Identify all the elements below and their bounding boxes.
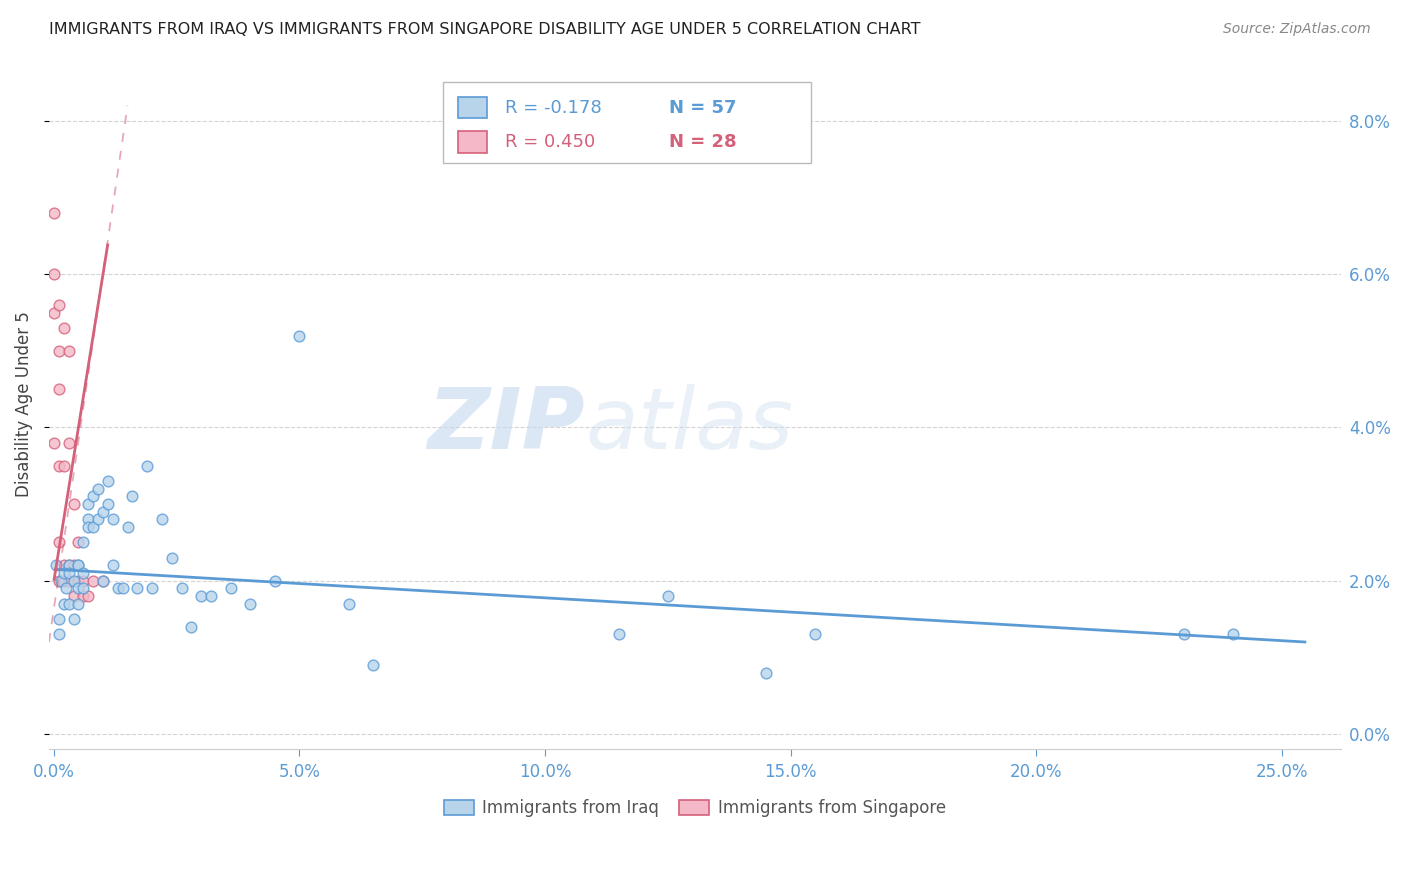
Point (219, 582, 242, 596)
Point (87, 512, 110, 526)
Point (111, 582, 134, 596)
Point (91, 505, 114, 519)
Point (82, 490, 104, 504)
Point (1173, 627, 1195, 641)
Text: atlas: atlas (585, 384, 793, 467)
Point (97, 497, 120, 511)
Point (62, 497, 84, 511)
Point (67, 558, 90, 573)
Point (101, 558, 124, 573)
Text: IMMIGRANTS FROM IRAQ VS IMMIGRANTS FROM SINGAPORE DISABILITY AGE UNDER 5 CORRELA: IMMIGRANTS FROM IRAQ VS IMMIGRANTS FROM … (49, 22, 921, 37)
Point (42, 435, 65, 450)
Text: R = -0.178: R = -0.178 (505, 99, 602, 117)
Point (264, 574, 287, 588)
Point (82, 520, 104, 534)
Point (48, 382, 70, 396)
Point (1222, 627, 1244, 641)
Point (52, 574, 75, 588)
Point (136, 458, 159, 473)
Point (180, 620, 202, 634)
Point (190, 589, 212, 603)
FancyBboxPatch shape (443, 82, 811, 163)
Point (82, 574, 104, 588)
Point (52, 558, 75, 573)
Point (97, 474, 120, 488)
Text: N = 28: N = 28 (669, 134, 737, 152)
FancyBboxPatch shape (458, 131, 486, 153)
Point (67, 582, 90, 596)
Point (58, 435, 80, 450)
Point (48, 298, 70, 312)
Point (607, 627, 630, 641)
Point (42, 206, 65, 220)
Point (101, 512, 124, 526)
Point (755, 665, 778, 680)
Point (239, 597, 262, 611)
Point (72, 574, 94, 588)
Point (67, 574, 90, 588)
Point (72, 535, 94, 549)
Point (657, 589, 679, 603)
Point (67, 558, 90, 573)
Point (58, 574, 80, 588)
Point (141, 582, 163, 596)
Point (77, 520, 100, 534)
Point (48, 343, 70, 358)
Point (58, 558, 80, 573)
Point (58, 343, 80, 358)
Legend: Immigrants from Iraq, Immigrants from Singapore: Immigrants from Iraq, Immigrants from Si… (437, 792, 952, 824)
Point (48, 627, 70, 641)
Point (77, 497, 100, 511)
Text: R = 0.450: R = 0.450 (505, 134, 595, 152)
Point (67, 597, 90, 611)
Point (337, 597, 360, 611)
Point (52, 458, 75, 473)
Point (107, 582, 129, 596)
Point (62, 558, 84, 573)
Text: N = 57: N = 57 (669, 99, 737, 117)
Point (87, 482, 110, 496)
Point (91, 574, 114, 588)
Point (72, 589, 94, 603)
Point (200, 589, 222, 603)
Point (804, 627, 827, 641)
Point (127, 582, 149, 596)
Point (58, 566, 80, 581)
Point (42, 305, 65, 319)
Point (52, 321, 75, 335)
Point (42, 267, 65, 281)
Point (170, 582, 193, 596)
Point (288, 328, 311, 343)
Text: Source: ZipAtlas.com: Source: ZipAtlas.com (1223, 22, 1371, 37)
FancyBboxPatch shape (458, 97, 486, 119)
Point (58, 597, 80, 611)
Point (48, 574, 70, 588)
Point (77, 512, 100, 526)
Point (117, 520, 139, 534)
Text: ZIP: ZIP (427, 384, 585, 467)
Point (52, 597, 75, 611)
Y-axis label: Disability Age Under 5: Disability Age Under 5 (15, 311, 32, 498)
Point (48, 612, 70, 626)
Point (62, 574, 84, 588)
Point (121, 490, 143, 504)
Point (77, 589, 100, 603)
Point (150, 512, 173, 526)
Point (48, 458, 70, 473)
Point (361, 658, 384, 673)
Point (48, 535, 70, 549)
Point (160, 550, 183, 565)
Point (55, 582, 77, 596)
Point (62, 589, 84, 603)
Point (52, 566, 75, 581)
Point (72, 566, 94, 581)
Point (67, 535, 90, 549)
Point (58, 558, 80, 573)
Point (45, 558, 67, 573)
Point (62, 612, 84, 626)
Point (51, 574, 73, 588)
Point (72, 582, 94, 596)
Point (91, 574, 114, 588)
